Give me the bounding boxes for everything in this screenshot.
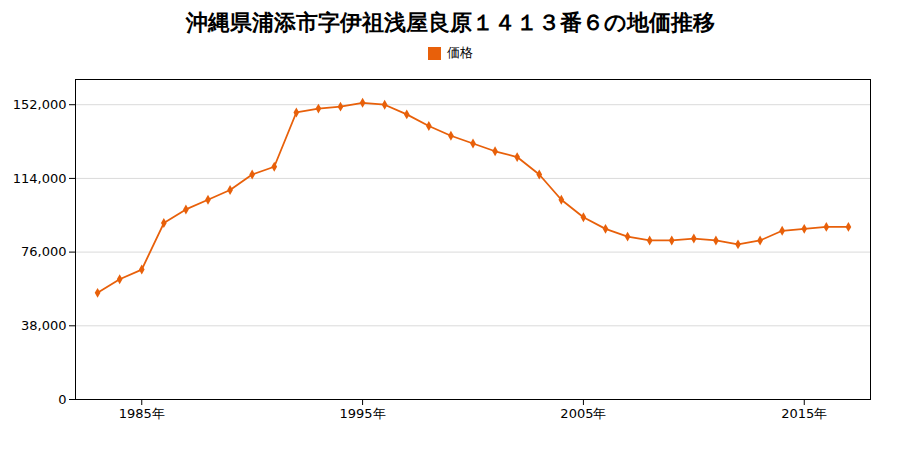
svg-text:1985年: 1985年 <box>119 406 165 421</box>
svg-text:1995年: 1995年 <box>340 406 386 421</box>
svg-text:114,000: 114,000 <box>13 171 67 186</box>
svg-text:76,000: 76,000 <box>21 244 67 259</box>
html-text:価格: 価格 <box>446 45 473 60</box>
svg-text:2005年: 2005年 <box>560 406 606 421</box>
svg-text:38,000: 38,000 <box>21 318 67 333</box>
svg-text:152,000: 152,000 <box>13 97 67 112</box>
svg-text:0: 0 <box>58 392 66 407</box>
html-text:沖縄県浦添市字伊祖浅屋良原１４１３番６の地価推移: 沖縄県浦添市字伊祖浅屋良原１４１３番６の地価推移 <box>185 10 715 35</box>
svg-text:2015年: 2015年 <box>781 406 827 421</box>
